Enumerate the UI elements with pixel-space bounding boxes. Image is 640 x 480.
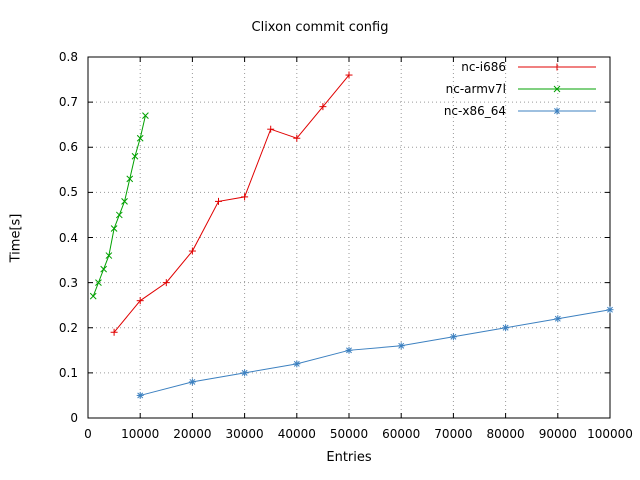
legend-item-nc-i686: nc-i686 bbox=[444, 56, 598, 78]
legend-sample-icon bbox=[518, 85, 596, 93]
series-nc-armv7l bbox=[89, 112, 149, 300]
y-tick-label: 0.3 bbox=[58, 275, 78, 290]
y-tick-label: 0.8 bbox=[58, 50, 78, 64]
tick-marks bbox=[87, 56, 611, 419]
y-tick-label: 0.7 bbox=[58, 95, 78, 110]
legend-label: nc-armv7l bbox=[445, 82, 506, 96]
legend: nc-i686 nc-armv7l nc-x86_64 bbox=[444, 56, 598, 122]
y-tick-label: 0 bbox=[70, 411, 78, 425]
x-tick-label: 30000 bbox=[225, 427, 264, 441]
legend-sample-icon bbox=[518, 107, 596, 115]
x-tick-label: 40000 bbox=[277, 427, 316, 441]
series-nc-i686 bbox=[110, 71, 353, 336]
y-tick-label: 0.6 bbox=[58, 140, 78, 155]
x-tick-label: 80000 bbox=[486, 427, 525, 441]
legend-label: nc-x86_64 bbox=[443, 104, 506, 118]
x-tick-label: 90000 bbox=[538, 427, 577, 441]
x-tick-label: 60000 bbox=[382, 427, 421, 441]
x-tick-label: 0 bbox=[84, 427, 92, 441]
series-nc-x86_64 bbox=[136, 306, 614, 399]
legend-label: nc-i686 bbox=[461, 60, 506, 74]
y-axis-label: Time[s] bbox=[8, 213, 24, 263]
x-axis-label: Entries bbox=[326, 450, 372, 465]
legend-item-nc-x86_64: nc-x86_64 bbox=[444, 100, 598, 122]
x-tick-label: 70000 bbox=[434, 427, 473, 441]
y-tick-label: 0.2 bbox=[58, 320, 78, 335]
x-tick-label: 50000 bbox=[329, 427, 369, 441]
y-tick-label: 0.1 bbox=[58, 365, 78, 380]
x-tick-label: 10000 bbox=[121, 427, 160, 441]
y-tick-label: 0.4 bbox=[58, 230, 78, 245]
legend-sample-icon bbox=[518, 63, 596, 71]
chart-title: Clixon commit config bbox=[251, 20, 389, 35]
y-tick-label: 0.5 bbox=[58, 185, 78, 200]
legend-item-nc-armv7l: nc-armv7l bbox=[444, 78, 598, 100]
x-tick-label: 100000 bbox=[587, 427, 633, 441]
x-tick-label: 20000 bbox=[173, 427, 212, 441]
